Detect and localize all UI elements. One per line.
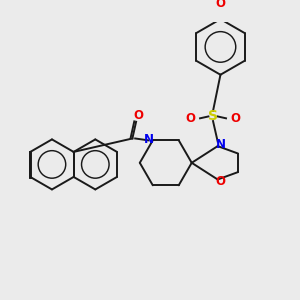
Text: N: N (144, 133, 154, 146)
Text: O: O (133, 109, 143, 122)
Text: O: O (186, 112, 196, 125)
Text: O: O (215, 175, 226, 188)
Text: O: O (230, 112, 240, 125)
Text: S: S (208, 110, 218, 124)
Text: O: O (215, 0, 226, 10)
Text: N: N (215, 138, 226, 151)
